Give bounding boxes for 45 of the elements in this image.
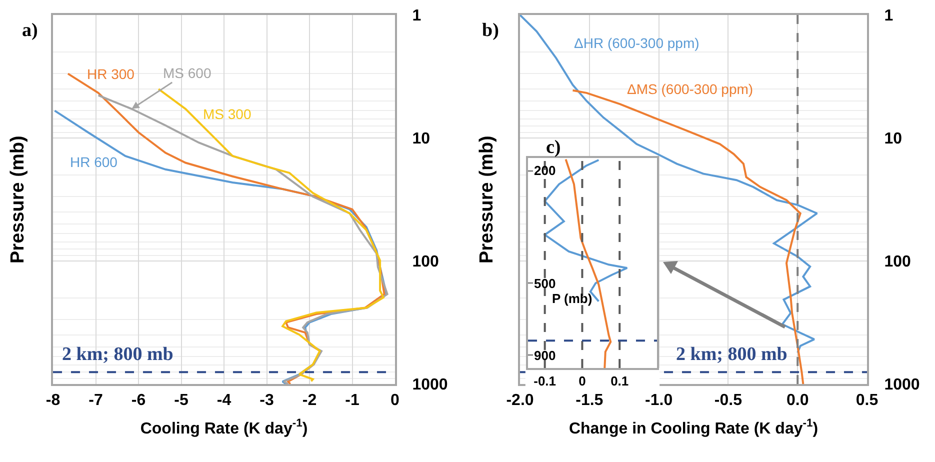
x-tick-label: -5	[174, 392, 188, 410]
series-label: ΔMS (600-300 ppm)	[627, 81, 754, 97]
x-axis-title: Change in Cooling Rate (K day$^{-1}$)	[568, 418, 818, 438]
x-tick-label: 0	[390, 392, 400, 410]
y-tick-label: 10	[884, 130, 902, 148]
x-tick-label: -4	[216, 392, 232, 410]
series-label: HR 300	[87, 66, 135, 82]
ref-line-label: 2 km; 800 mb	[676, 344, 788, 365]
y-axis-title: P (mb)	[552, 291, 592, 306]
y-tick-label: 1	[884, 8, 894, 25]
x-tick-label: 0	[578, 374, 586, 389]
x-tick-label: -3	[260, 392, 274, 410]
x-tick-label: -1.5	[576, 392, 604, 410]
x-tick-label: -6	[131, 392, 146, 410]
y-axis-title: Pressure (mb)	[8, 136, 28, 264]
y-tick-label: 900	[534, 348, 556, 363]
series-label: ΔHR (600-300 ppm)	[574, 35, 700, 51]
x-tick-label: 0.1	[610, 374, 629, 389]
x-axis-title: Cooling Rate (K day$^{-1}$)	[140, 418, 308, 438]
series-label: HR 600	[70, 154, 118, 170]
x-tick-label: -2	[302, 392, 317, 410]
x-tick-label: -8	[46, 392, 60, 410]
y-tick-label: 100	[412, 254, 439, 271]
x-tick-label: -1.0	[645, 392, 673, 410]
x-tick-label: 0.0	[786, 392, 809, 410]
x-tick-label: -2.0	[506, 392, 534, 410]
x-tick-label: -7	[88, 392, 103, 410]
y-tick-label: 500	[534, 276, 556, 291]
y-tick-label: 100	[884, 254, 911, 271]
y-tick-label: 200	[534, 163, 556, 178]
x-tick-label: -0.5	[714, 392, 742, 410]
y-axis-title: Pressure (mb)	[476, 136, 498, 264]
y-tick-label: 1	[412, 8, 422, 25]
series-label: MS 300	[203, 106, 252, 122]
chart-title: a)	[22, 20, 38, 41]
x-tick-label: 0.5	[856, 392, 878, 410]
y-tick-label: 1000	[412, 376, 448, 394]
y-tick-label: 1000	[884, 376, 920, 394]
chart-title: b)	[482, 20, 499, 41]
chart-title: c)	[546, 137, 561, 158]
x-tick-label: -1	[345, 392, 360, 410]
ref-line-label: 2 km; 800 mb	[62, 344, 174, 365]
y-tick-label: 10	[412, 130, 430, 148]
x-tick-label: -0.1	[534, 374, 556, 389]
text: MS 600	[163, 65, 212, 81]
